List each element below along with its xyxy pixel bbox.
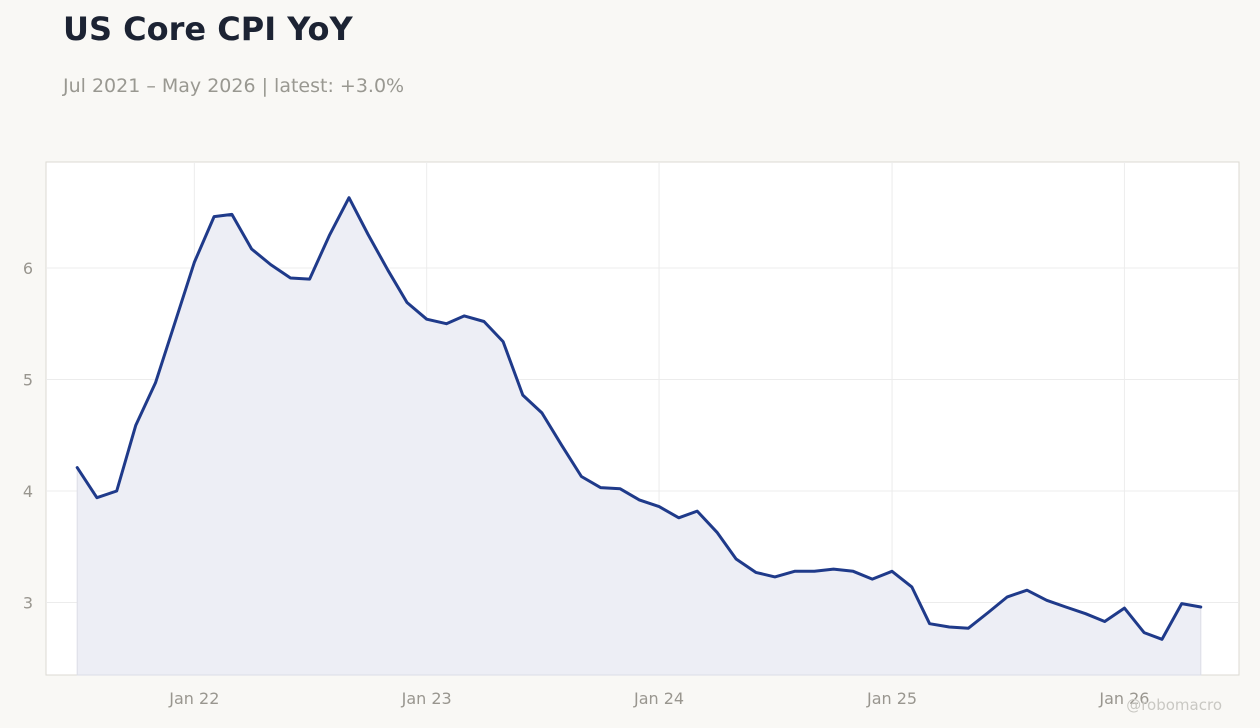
watermark-credit: @robomacro: [1126, 696, 1222, 714]
chart-subtitle: Jul 2021 – May 2026 | latest: +3.0%: [63, 75, 405, 97]
chart-title: US Core CPI YoY: [63, 10, 353, 48]
x-tick-label: Jan 23: [401, 689, 452, 708]
y-tick-label: 6: [23, 259, 33, 278]
x-tick-label: Jan 26: [1098, 689, 1149, 708]
y-tick-label: 4: [23, 482, 33, 501]
x-tick-label: Jan 25: [866, 689, 917, 708]
y-tick-label: 3: [23, 594, 33, 613]
x-tick-label: Jan 22: [168, 689, 219, 708]
y-tick-label: 5: [23, 370, 33, 389]
x-tick-label: Jan 24: [633, 689, 684, 708]
